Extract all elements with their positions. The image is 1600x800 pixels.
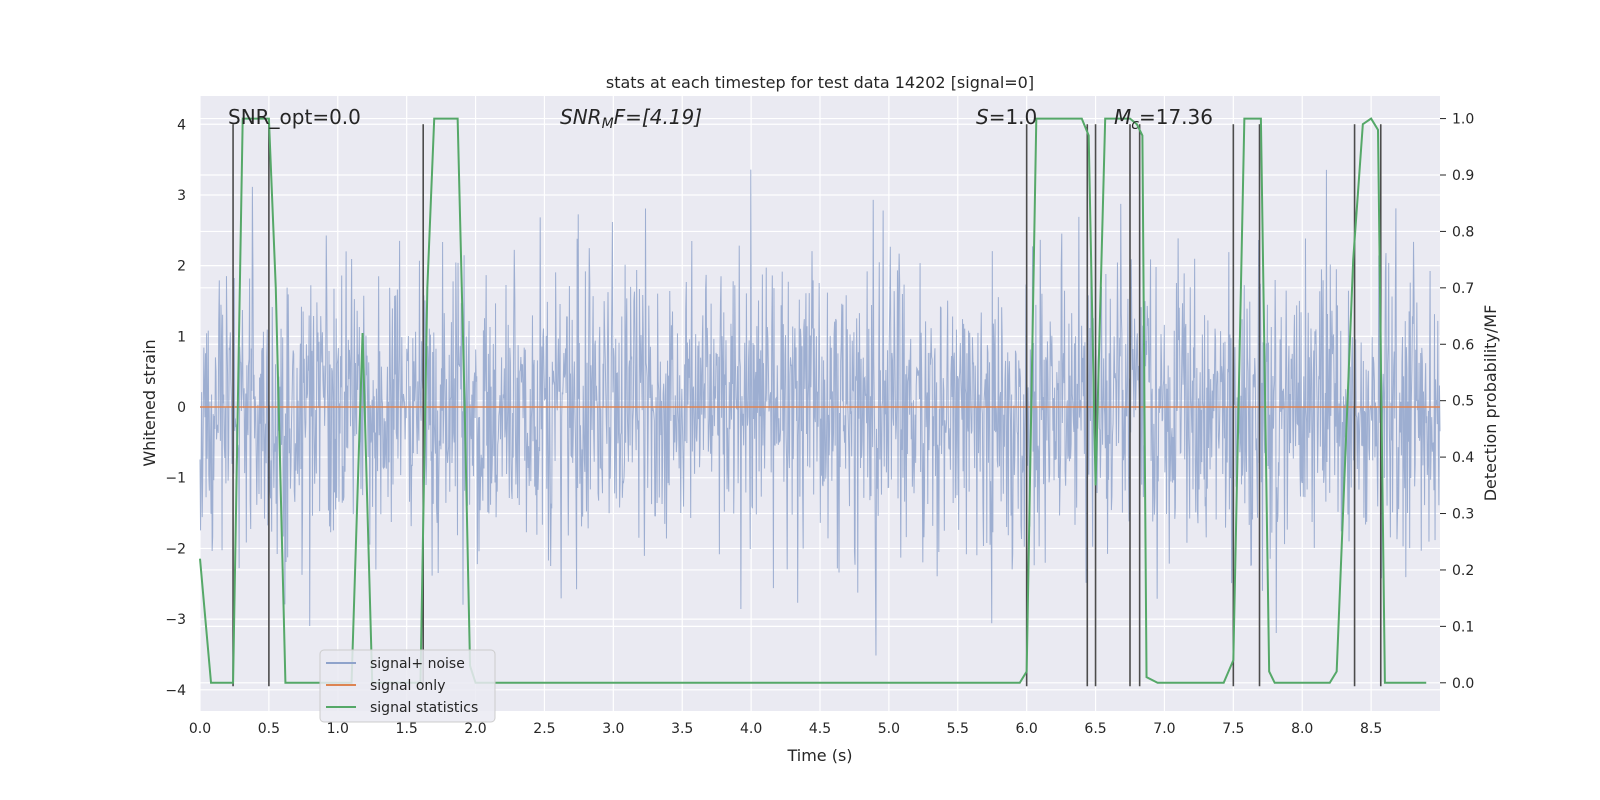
- s-annotation: S=1.0: [976, 105, 1037, 129]
- snr-mf-symbol: SNR: [560, 105, 602, 129]
- x-tick-label: 8.0: [1291, 721, 1313, 737]
- x-tick-label: 0.0: [189, 721, 211, 737]
- y-tick-label: −2: [165, 541, 186, 557]
- x-tick-label: 8.5: [1360, 721, 1382, 737]
- y-tick-label: −3: [165, 612, 186, 628]
- legend-entry-statistics: signal statistics: [370, 700, 478, 716]
- y-tick-label: 3: [177, 188, 186, 204]
- y2-tick-label: 0.0: [1452, 676, 1474, 692]
- snr-opt-annotation: SNR_opt=0.0: [228, 105, 361, 129]
- y2-axis-ticks: 1.0 0.9 0.8 0.7 0.6 0.5 0.4 0.3 0.2 0.1 0.0: [1440, 112, 1474, 692]
- y2-tick-label: 0.5: [1452, 394, 1474, 410]
- y2-tick-label: 0.6: [1452, 337, 1474, 353]
- s-symbol: S: [976, 105, 989, 129]
- chart-title: stats at each timestep for test data 142…: [606, 73, 1034, 92]
- legend-entry-noise: signal+ noise: [370, 656, 465, 672]
- y-tick-label: −4: [165, 683, 186, 699]
- mc-value: =17.36: [1139, 105, 1213, 129]
- snr-mf-annotation: SNRMF=[4.19]: [560, 105, 702, 132]
- x-tick-label: 5.5: [947, 721, 969, 737]
- y2-tick-label: 1.0: [1452, 112, 1474, 128]
- x-tick-label: 2.0: [464, 721, 486, 737]
- x-tick-label: 4.5: [809, 721, 831, 737]
- legend-entry-signal-only: signal only: [370, 678, 445, 694]
- snr-mf-subscript: M: [602, 116, 614, 132]
- y-tick-label: 0: [177, 400, 186, 416]
- y2-tick-label: 0.1: [1452, 619, 1474, 635]
- mc-annotation: Mc=17.36: [1114, 105, 1213, 133]
- y-tick-label: 1: [177, 329, 186, 345]
- y-tick-label: 4: [177, 117, 186, 133]
- x-tick-label: 7.0: [1153, 721, 1175, 737]
- legend: signal+ noise signal only signal statist…: [319, 649, 496, 723]
- x-tick-label: 6.0: [1016, 721, 1038, 737]
- mc-subscript: c: [1131, 117, 1139, 133]
- legend-box: [319, 649, 496, 723]
- x-axis-ticks: 0.0 0.5 1.0 1.5 2.0 2.5 3.0 3.5 4.0 4.5 5.0 5.5 6.0 6…: [189, 721, 1382, 737]
- x-tick-label: 0.5: [258, 721, 280, 737]
- x-tick-label: 2.5: [533, 721, 555, 737]
- detection-markers: [232, 124, 1382, 687]
- x-axis-label: Time (s): [786, 746, 852, 765]
- x-tick-label: 4.0: [740, 721, 762, 737]
- y2-tick-label: 0.8: [1452, 224, 1474, 240]
- x-tick-label: 6.5: [1084, 721, 1106, 737]
- s-value: =1.0: [989, 105, 1038, 129]
- y-tick-label: 2: [177, 259, 186, 275]
- x-tick-label: 7.5: [1222, 721, 1244, 737]
- mc-symbol: M: [1114, 105, 1131, 129]
- x-tick-label: 3.0: [602, 721, 624, 737]
- y2-axis-label: Detection probability/MF: [1481, 305, 1500, 502]
- y2-tick-label: 0.2: [1452, 563, 1474, 579]
- x-tick-label: 5.0: [878, 721, 900, 737]
- x-tick-label: 1.0: [327, 721, 349, 737]
- y-axis-label: Whitened strain: [140, 339, 159, 466]
- x-tick-label: 1.5: [396, 721, 418, 737]
- x-tick-label: 3.5: [671, 721, 693, 737]
- y2-tick-label: 0.7: [1452, 281, 1474, 297]
- y2-tick-label: 0.3: [1452, 507, 1474, 523]
- y-axis-ticks: 4 3 2 1 0 −1 −2 −3 −4: [165, 117, 186, 699]
- y2-tick-label: 0.9: [1452, 168, 1474, 184]
- y2-tick-label: 0.4: [1452, 450, 1474, 466]
- y-tick-label: −1: [165, 471, 186, 487]
- snr-mf-value: F=[4.19]: [614, 105, 702, 129]
